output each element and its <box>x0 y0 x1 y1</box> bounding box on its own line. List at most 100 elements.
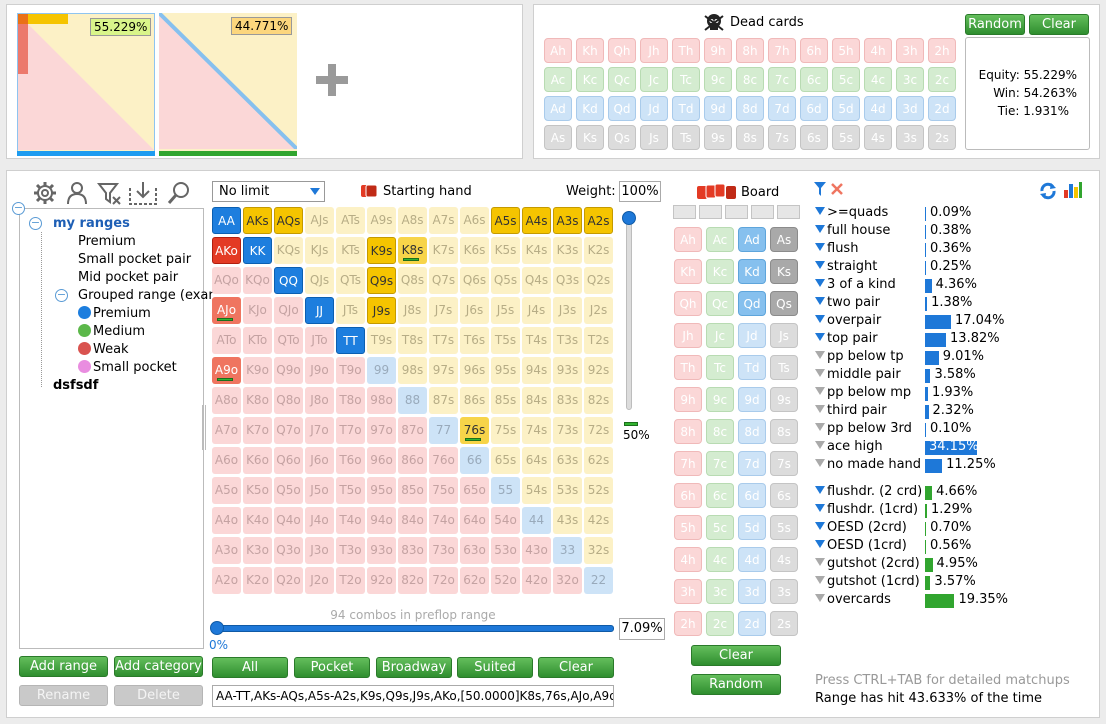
hand-cell-65s[interactable]: 65s <box>491 447 520 474</box>
stat-row[interactable]: OESD (2crd) <box>815 520 907 538</box>
hand-cell-AJo[interactable]: AJo <box>212 297 241 324</box>
hand-cell-A9s[interactable]: A9s <box>367 207 396 234</box>
filter-icon[interactable] <box>815 387 825 395</box>
dead-card-9d[interactable]: 9d <box>704 96 732 121</box>
hand-cell-T9s[interactable]: T9s <box>367 327 396 354</box>
range-text-input[interactable]: AA-TT,AKs-AQs,A5s-A2s,K9s,Q9s,J9s,AKo,[5… <box>212 685 614 707</box>
tree-item-premium[interactable]: Premium <box>78 234 136 249</box>
hand-cell-A6s[interactable]: A6s <box>460 207 489 234</box>
hand-cell-T8s[interactable]: T8s <box>398 327 427 354</box>
filter-active-icon[interactable] <box>813 181 827 197</box>
dead-card-4s[interactable]: 4s <box>864 125 892 150</box>
hand-cell-54o[interactable]: 54o <box>491 507 520 534</box>
hand-cell-72o[interactable]: 72o <box>429 567 458 594</box>
hand-cell-K8o[interactable]: K8o <box>243 387 272 414</box>
dead-card-As[interactable]: As <box>544 125 572 150</box>
filter-icon[interactable] <box>815 351 825 359</box>
filter-icon[interactable] <box>815 261 825 269</box>
board-slot[interactable] <box>751 205 774 219</box>
filter-icon[interactable] <box>815 522 825 530</box>
filter-icon[interactable] <box>815 423 825 431</box>
hand-cell-J8o[interactable]: J8o <box>305 387 334 414</box>
collapse-grouped-icon[interactable]: − <box>55 288 68 302</box>
hand-cell-KTs[interactable]: KTs <box>336 237 365 264</box>
dead-card-Kh[interactable]: Kh <box>576 38 604 63</box>
board-card-7d[interactable]: 7d <box>738 451 766 476</box>
rename-button[interactable]: Rename <box>19 685 108 706</box>
hand-cell-J6s[interactable]: J6s <box>460 297 489 324</box>
hand-cell-A2o[interactable]: A2o <box>212 567 241 594</box>
user-icon[interactable] <box>66 181 88 205</box>
dead-card-5s[interactable]: 5s <box>832 125 860 150</box>
board-card-3h[interactable]: 3h <box>674 579 702 604</box>
board-card-2d[interactable]: 2d <box>738 611 766 636</box>
hand-cell-92o[interactable]: 92o <box>367 567 396 594</box>
board-card-2h[interactable]: 2h <box>674 611 702 636</box>
board-card-Qc[interactable]: Qc <box>706 291 734 316</box>
hand-cell-KK[interactable]: KK <box>243 237 272 264</box>
hand-cell-22[interactable]: 22 <box>584 567 613 594</box>
hand-cell-43o[interactable]: 43o <box>522 537 551 564</box>
hand-cell-J9o[interactable]: J9o <box>305 357 334 384</box>
filter-icon[interactable] <box>815 504 825 512</box>
board-card-6c[interactable]: 6c <box>706 483 734 508</box>
hand-cell-K6s[interactable]: K6s <box>460 237 489 264</box>
hand-cell-QQ[interactable]: QQ <box>274 267 303 294</box>
hand-cell-52s[interactable]: 52s <box>584 477 613 504</box>
hand-cell-J3s[interactable]: J3s <box>553 297 582 324</box>
hand-cell-K9o[interactable]: K9o <box>243 357 272 384</box>
board-slot[interactable] <box>699 205 722 219</box>
player1-range-thumbnail[interactable]: 55.229% <box>17 13 155 155</box>
hand-cell-K5s[interactable]: K5s <box>491 237 520 264</box>
board-card-9h[interactable]: 9h <box>674 387 702 412</box>
dead-card-4d[interactable]: 4d <box>864 96 892 121</box>
hand-cell-95o[interactable]: 95o <box>367 477 396 504</box>
board-card-2s[interactable]: 2s <box>770 611 798 636</box>
dead-card-Jh[interactable]: Jh <box>640 38 668 63</box>
hand-cell-97s[interactable]: 97s <box>429 357 458 384</box>
hand-cell-85o[interactable]: 85o <box>398 477 427 504</box>
hand-cell-ATo[interactable]: ATo <box>212 327 241 354</box>
hand-cell-T4s[interactable]: T4s <box>522 327 551 354</box>
filter-icon[interactable] <box>815 369 825 377</box>
board-card-5c[interactable]: 5c <box>706 515 734 540</box>
hand-cell-A7o[interactable]: A7o <box>212 417 241 444</box>
hand-cell-J2s[interactable]: J2s <box>584 297 613 324</box>
hand-cell-T2o[interactable]: T2o <box>336 567 365 594</box>
stat-row[interactable]: middle pair <box>815 367 901 385</box>
dead-card-9s[interactable]: 9s <box>704 125 732 150</box>
hand-cell-QTo[interactable]: QTo <box>274 327 303 354</box>
dead-card-Qd[interactable]: Qd <box>608 96 636 121</box>
stat-row[interactable]: two pair <box>815 295 880 313</box>
add-player-icon[interactable] <box>314 62 350 98</box>
dead-card-Jd[interactable]: Jd <box>640 96 668 121</box>
gear-icon[interactable] <box>33 181 57 205</box>
hand-cell-T7s[interactable]: T7s <box>429 327 458 354</box>
board-card-4h[interactable]: 4h <box>674 547 702 572</box>
filter-icon[interactable] <box>815 207 825 215</box>
board-card-Qh[interactable]: Qh <box>674 291 702 316</box>
filter-icon[interactable] <box>815 315 825 323</box>
board-card-2c[interactable]: 2c <box>706 611 734 636</box>
hand-cell-82s[interactable]: 82s <box>584 387 613 414</box>
hand-cell-86o[interactable]: 86o <box>398 447 427 474</box>
dead-card-Tc[interactable]: Tc <box>672 67 700 92</box>
dead-card-2d[interactable]: 2d <box>928 96 956 121</box>
tree-item-mid-pocket-pair[interactable]: Mid pocket pair <box>78 270 178 285</box>
hand-cell-K3s[interactable]: K3s <box>553 237 582 264</box>
hand-cell-QTs[interactable]: QTs <box>336 267 365 294</box>
filter-icon[interactable] <box>815 405 825 413</box>
search-icon[interactable] <box>167 181 191 205</box>
board-card-9d[interactable]: 9d <box>738 387 766 412</box>
dead-clear-button[interactable]: Clear <box>1029 14 1089 35</box>
hand-cell-55[interactable]: 55 <box>491 477 520 504</box>
add-range-button[interactable]: Add range <box>19 656 108 677</box>
hand-cell-92s[interactable]: 92s <box>584 357 613 384</box>
clear-filter-icon[interactable] <box>830 182 844 196</box>
weight-slider-track[interactable] <box>626 217 632 410</box>
hand-cell-A6o[interactable]: A6o <box>212 447 241 474</box>
matrix-pocket-button[interactable]: Pocket <box>294 657 370 678</box>
hand-cell-53o[interactable]: 53o <box>491 537 520 564</box>
stat-row[interactable]: gutshot (2crd) <box>815 556 920 574</box>
hand-cell-A4s[interactable]: A4s <box>522 207 551 234</box>
